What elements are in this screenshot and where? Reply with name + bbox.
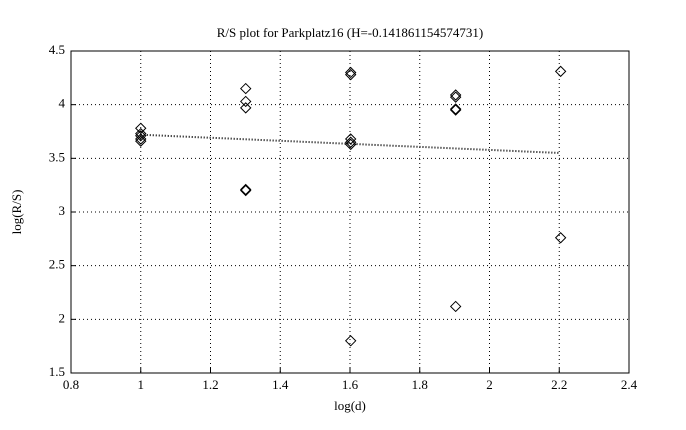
diamond-marker [344, 138, 357, 151]
x-tick-label: 2.4 [621, 377, 638, 392]
y-tick-label: 3 [59, 203, 66, 218]
diamond-marker [240, 183, 252, 196]
y-tick-label: 2 [59, 310, 66, 325]
diamond-marker [554, 65, 567, 78]
y-axis-label: log(R/S) [9, 190, 24, 235]
x-tick-label: 1.8 [412, 377, 428, 392]
diamond-marker [449, 91, 462, 103]
fit-line [140, 133, 560, 154]
x-tick-label: 1.6 [342, 377, 359, 392]
x-tick-label: 0.8 [63, 377, 79, 392]
y-tick-label: 3.5 [49, 149, 65, 164]
x-tick-label: 1.4 [272, 377, 289, 392]
chart-title: R/S plot for Parkplatz16 (H=-0.141861154… [217, 25, 483, 40]
x-tick-label: 2 [486, 377, 493, 392]
diamond-marker [135, 127, 147, 140]
diamond-marker [449, 300, 462, 313]
diamond-marker [135, 133, 147, 145]
diamond-marker [554, 232, 567, 244]
diamond-marker [344, 66, 357, 79]
y-tick-label: 4 [59, 96, 66, 111]
diamond-marker [449, 104, 462, 116]
diamond-marker [449, 103, 462, 115]
diamond-marker [344, 136, 357, 148]
diamond-marker [344, 68, 357, 81]
y-tick-label: 2.5 [49, 257, 65, 272]
diamond-marker [344, 335, 357, 347]
diamond-marker [135, 122, 147, 134]
diamond-marker [240, 95, 252, 108]
diamond-marker [240, 82, 252, 95]
y-tick-label: 4.5 [49, 42, 65, 57]
x-tick-label: 1.2 [202, 377, 218, 392]
x-tick-label: 2.2 [551, 377, 567, 392]
x-axis-label: log(d) [334, 398, 366, 413]
diamond-marker [240, 184, 252, 197]
diamond-marker [135, 135, 147, 147]
diamond-marker [240, 102, 252, 114]
plot-frame [70, 50, 630, 374]
y-tick-label: 1.5 [49, 364, 65, 379]
x-tick-label: 1 [138, 377, 145, 392]
diamond-marker [449, 89, 462, 101]
